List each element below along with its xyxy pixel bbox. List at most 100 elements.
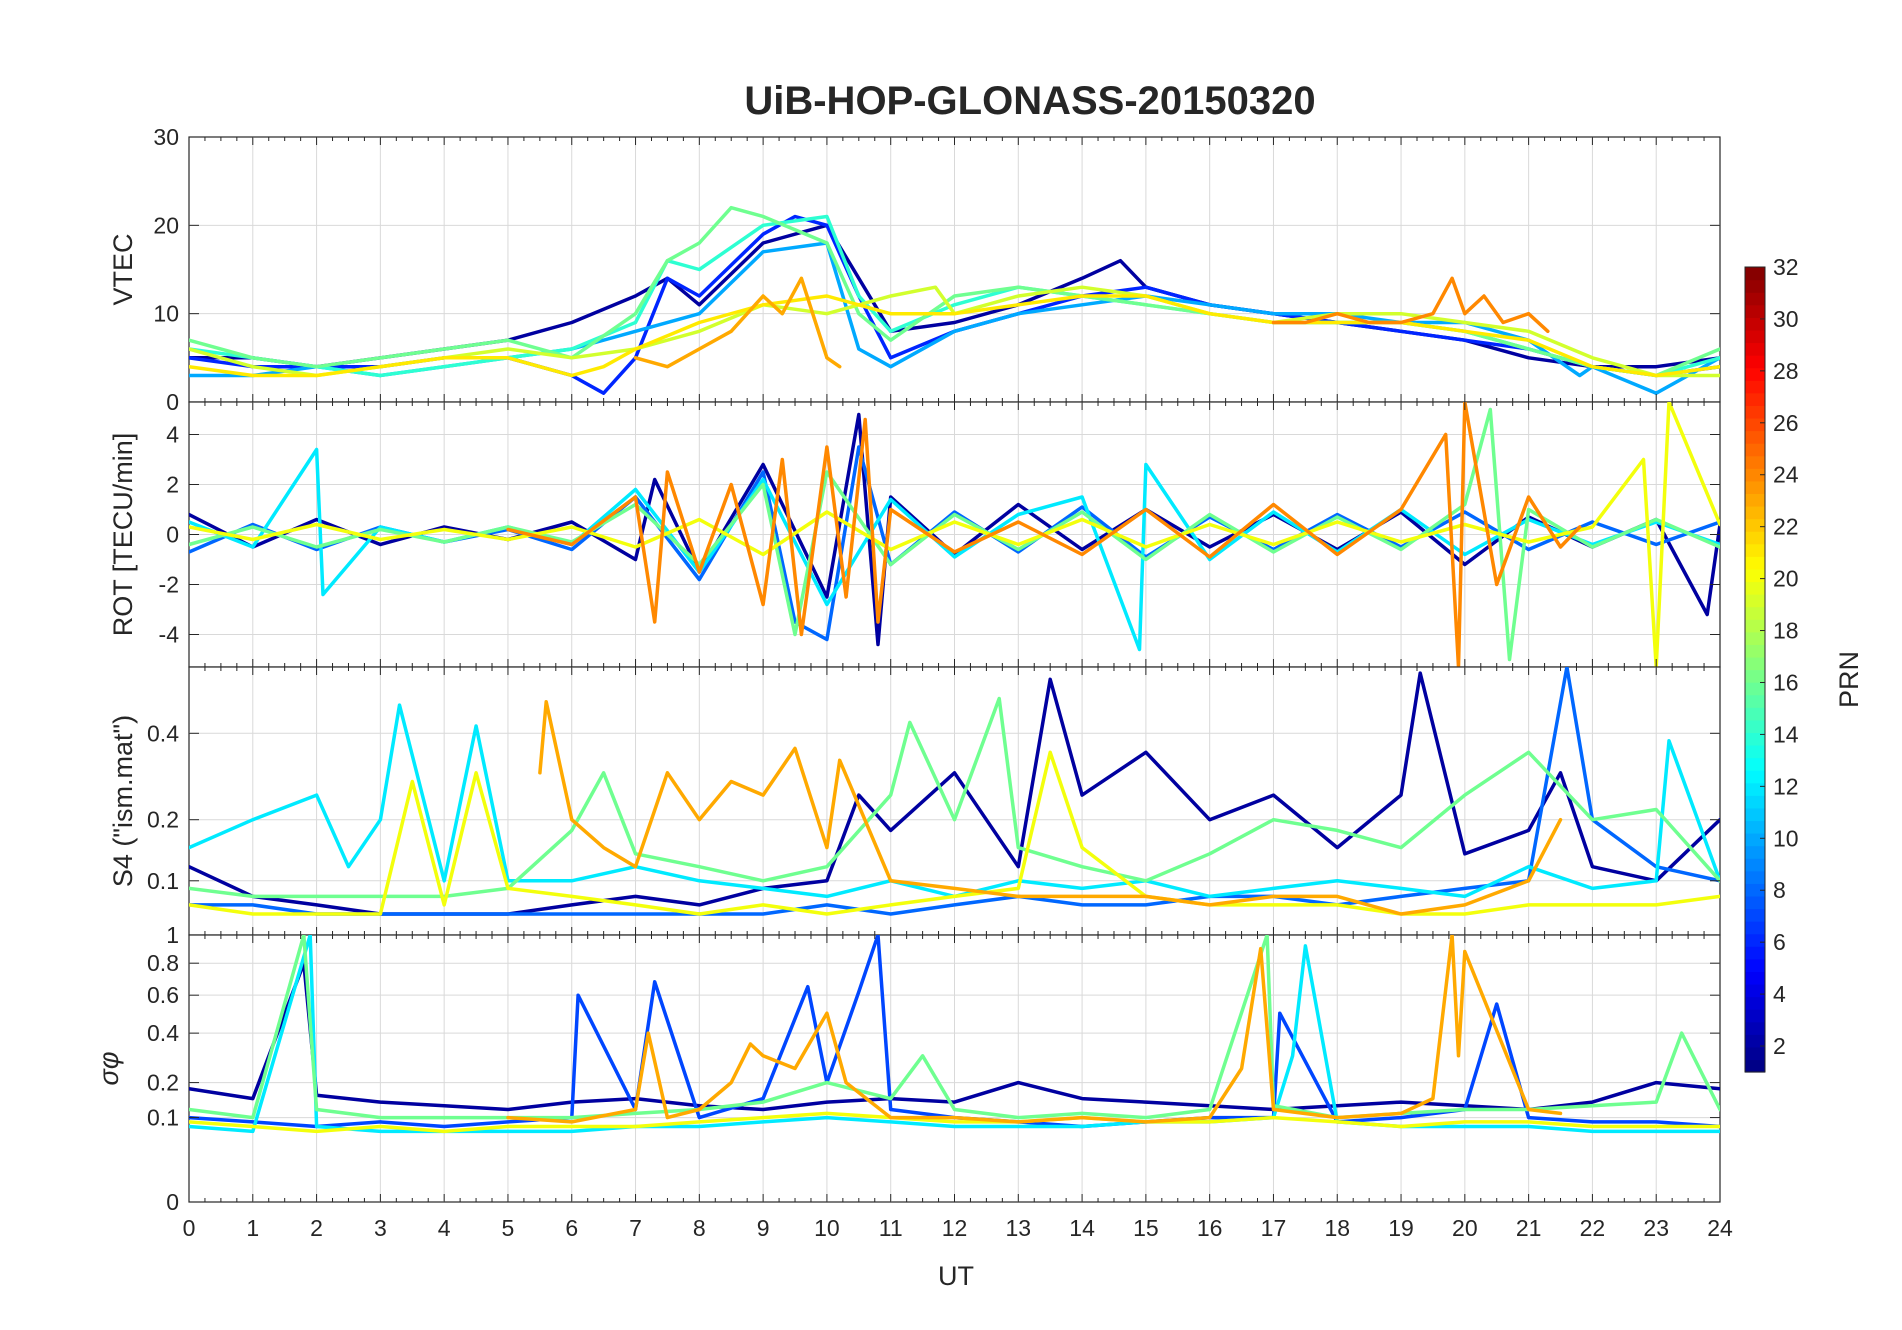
rot-series-prn-20 [189,402,1720,667]
vtec-ytick-label: 20 [153,212,179,238]
colorbar-swatch [1745,267,1765,281]
x-tick-label: 2 [310,1215,323,1241]
colorbar-swatch [1745,1034,1765,1048]
x-tick-label: 3 [374,1215,387,1241]
vtec-ytick-label: 30 [153,124,179,150]
colorbar-swatch [1745,732,1765,746]
colorbar-swatch [1745,1046,1765,1061]
colorbar-swatch [1745,455,1765,469]
sigma-ytick-label: 0.6 [147,982,179,1008]
x-tick-label: 12 [942,1215,968,1241]
colorbar-swatch [1745,531,1765,545]
x-tick-label: 7 [629,1215,642,1241]
x-tick-label: 1 [246,1215,259,1241]
colorbar-swatch [1745,921,1765,935]
colorbar-swatch [1745,606,1765,620]
sigma-series-prn-23 [506,935,1563,1124]
colorbar-swatch [1745,833,1765,847]
rot-ytick-label: -4 [159,622,180,648]
chart-title: UiB-HOP-GLONASS-20150320 [744,79,1315,123]
x-tick-label: 18 [1324,1215,1350,1241]
colorbar-tick-label: 16 [1773,669,1799,695]
x-tick-label: 22 [1580,1215,1606,1241]
vtec-series-group [189,205,1720,395]
rot-ylabel: ROT [TECU/min] [108,433,138,637]
colorbar-swatch [1745,493,1765,507]
x-tick-label: 4 [438,1215,451,1241]
colorbar-swatch [1745,480,1765,495]
colorbar-swatch [1745,694,1765,708]
rot-panel: -4 -2 0 2 4 ROT [TECU/min] [108,401,1721,668]
x-tick-labels: 0 1 2 3 4 5 6 7 8 9 10 11 12 13 14 15 16 17 18 19 20 21 22 23 24 [183,1215,1733,1241]
colorbar-swatch [1745,883,1765,897]
x-tick-label: 9 [757,1215,770,1241]
sigma-ytick-label: 0.4 [147,1020,179,1046]
colorbar-swatch [1745,392,1765,406]
colorbar-swatch [1745,946,1765,960]
colorbar-swatch [1745,304,1765,318]
x-tick-label: 6 [565,1215,578,1241]
sigma-ylabel: σφ [94,1052,124,1086]
s4-ytick-label: 0.4 [147,720,179,746]
x-tick-label: 8 [693,1215,706,1241]
colorbar-swatch [1745,568,1765,583]
colorbar-swatch [1745,279,1765,293]
colorbar-swatch [1745,682,1765,696]
colorbar-tick-label: 28 [1773,358,1799,384]
x-tick-label: 10 [814,1215,840,1241]
x-tick-label: 20 [1452,1215,1478,1241]
s4-series-prn-8 [189,667,1720,916]
vtec-panel: 0 10 20 30 VTEC [108,124,1721,415]
colorbar-tick-label: 18 [1773,618,1799,644]
x-tick-label: 14 [1069,1215,1095,1241]
colorbar-swatch [1745,807,1765,822]
vtec-series-prn-21 [189,294,1720,378]
sigma-ytick-label: 0.1 [147,1105,179,1131]
colorbar-swatch [1745,556,1765,570]
colorbar-swatch [1745,631,1765,645]
colorbar-label: PRN [1834,651,1864,708]
colorbar-swatch [1745,958,1765,972]
sigma-ytick-label: 1 [166,922,179,948]
x-axis-label: UT [938,1261,974,1291]
colorbar-swatch [1745,707,1765,721]
colorbar-tick-label: 10 [1773,825,1799,851]
x-tick-label: 16 [1197,1215,1223,1241]
sigma-series-prn-16 [189,935,1720,1120]
rot-axis-ticks: -4 -2 0 2 4 [159,402,1721,667]
vtec-series-prn-24 [1271,276,1550,334]
colorbar-swatch [1745,468,1765,482]
colorbar-swatch [1745,505,1765,520]
x-tick-label: 0 [183,1215,196,1241]
x-tick-label: 17 [1261,1215,1287,1241]
vtec-ytick-label: 10 [153,301,179,327]
sigma-panel: 0 0.1 0.2 0.4 0.6 0.81 σφ [94,922,1721,1215]
colorbar-swatch [1745,845,1765,859]
colorbar-swatch [1745,870,1765,884]
colorbar-swatch [1745,782,1765,796]
colorbar-tick-label: 4 [1773,981,1786,1007]
colorbar-gradient [1745,267,1765,1073]
vtec-ylabel: VTEC [108,233,138,305]
colorbar-swatch [1745,430,1765,444]
colorbar-swatch [1745,1059,1765,1073]
x-tick-label: 13 [1005,1215,1031,1241]
colorbar-tick-label: 8 [1773,877,1786,903]
colorbar-swatch [1745,996,1765,1010]
colorbar-swatch [1745,380,1765,394]
colorbar-swatch [1745,443,1765,457]
sigma-series [189,935,1720,1134]
s4-ylabel: S4 ("ism.mat") [108,715,138,887]
colorbar-tick-label: 12 [1773,773,1799,799]
rot-series-group [189,402,1720,667]
sigma-axis-ticks: 0 0.1 0.2 0.4 0.6 0.81 [147,922,1721,1215]
rot-series-prn-24 [506,402,1582,667]
colorbar-swatch [1745,329,1765,344]
colorbar-swatch [1745,342,1765,356]
vtec-series-prn-23 [633,276,842,369]
vtec-ytick-label: 0 [166,389,179,415]
s4-ytick-label: 0.2 [147,807,179,833]
colorbar-swatch [1745,405,1765,419]
colorbar-swatch [1745,292,1765,306]
